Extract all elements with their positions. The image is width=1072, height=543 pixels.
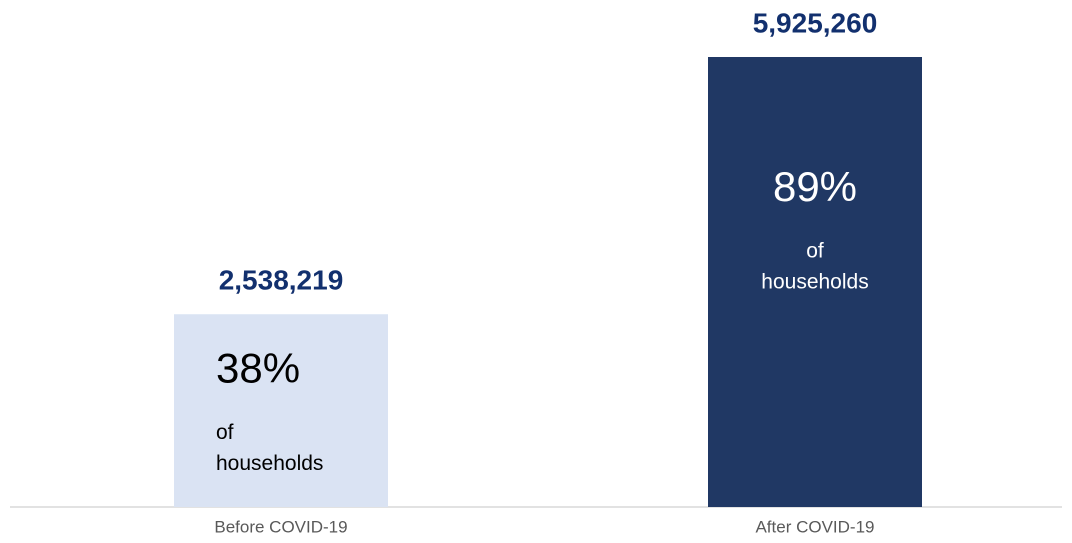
share-caption: of xyxy=(216,421,234,444)
x-tick-label: After COVID-19 xyxy=(755,517,874,536)
share-caption: households xyxy=(216,452,323,475)
share-caption: households xyxy=(761,271,868,294)
x-tick-label: Before COVID-19 xyxy=(214,517,347,536)
value-label: 2,538,219 xyxy=(219,265,344,296)
bar xyxy=(174,314,388,507)
share-caption: of xyxy=(806,240,824,263)
bar xyxy=(708,57,922,507)
value-label: 5,925,260 xyxy=(753,7,878,38)
share-label: 38% xyxy=(216,344,300,391)
share-label: 89% xyxy=(773,163,857,210)
